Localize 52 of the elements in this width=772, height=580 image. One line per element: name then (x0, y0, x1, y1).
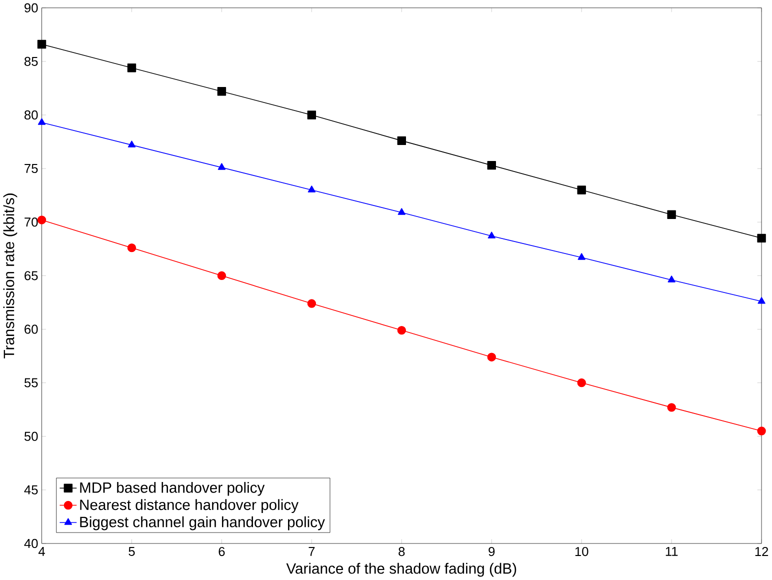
point (487, 160, 496, 170)
point (488, 232, 496, 238)
y-tick-label: 85 (24, 56, 38, 66)
point (578, 253, 586, 260)
x-tick-label: 10 (575, 546, 588, 556)
x-tick-label: 4 (38, 546, 45, 556)
x-tick-label: 8 (398, 546, 405, 556)
y-tick-label: 70 (24, 218, 38, 227)
y-tick-label: 80 (24, 110, 38, 120)
x-tick-label: 6 (218, 546, 225, 556)
point (487, 352, 496, 362)
x-axis-title: Variance of the shadow fading (dB) (286, 562, 516, 577)
point (307, 110, 316, 120)
y-tick-label: 90 (24, 3, 38, 12)
y-tick-label: 50 (24, 432, 38, 441)
legend-label: Biggest channel gain handover policy (80, 516, 325, 530)
point (577, 186, 586, 194)
y-tick-label: 75 (24, 164, 38, 174)
point (397, 326, 406, 335)
point (217, 271, 226, 280)
y-tick-label: 45 (24, 485, 38, 494)
point (127, 243, 136, 252)
x-tick-label: 12 (755, 546, 768, 556)
x-tick-label: 7 (308, 546, 315, 556)
legend-label: MDP based handover policy (80, 482, 265, 496)
x-tick-label: 5 (128, 546, 135, 556)
y-tick-label: 55 (24, 378, 38, 388)
x-tick-label: 9 (488, 546, 495, 556)
point (127, 63, 136, 72)
x-tick-label: 11 (666, 546, 678, 556)
point (38, 118, 46, 125)
point (397, 136, 406, 146)
point (667, 210, 676, 219)
point (757, 426, 766, 436)
y-axis-title: Transmission rate (kbit/s) (3, 194, 18, 358)
point (128, 140, 136, 148)
point (668, 276, 676, 282)
point (307, 299, 316, 308)
y-tick-label: 65 (24, 271, 38, 280)
point (667, 403, 676, 412)
y-tick-label: 40 (24, 538, 38, 548)
point (308, 186, 316, 192)
point (37, 40, 46, 49)
legend-label: Nearest distance handover policy (80, 499, 299, 513)
point (37, 216, 46, 224)
point (757, 234, 766, 243)
point (577, 378, 586, 388)
point (218, 163, 226, 170)
point (398, 208, 406, 215)
point (758, 297, 766, 304)
point (217, 87, 226, 96)
y-tick-label: 60 (24, 324, 38, 334)
